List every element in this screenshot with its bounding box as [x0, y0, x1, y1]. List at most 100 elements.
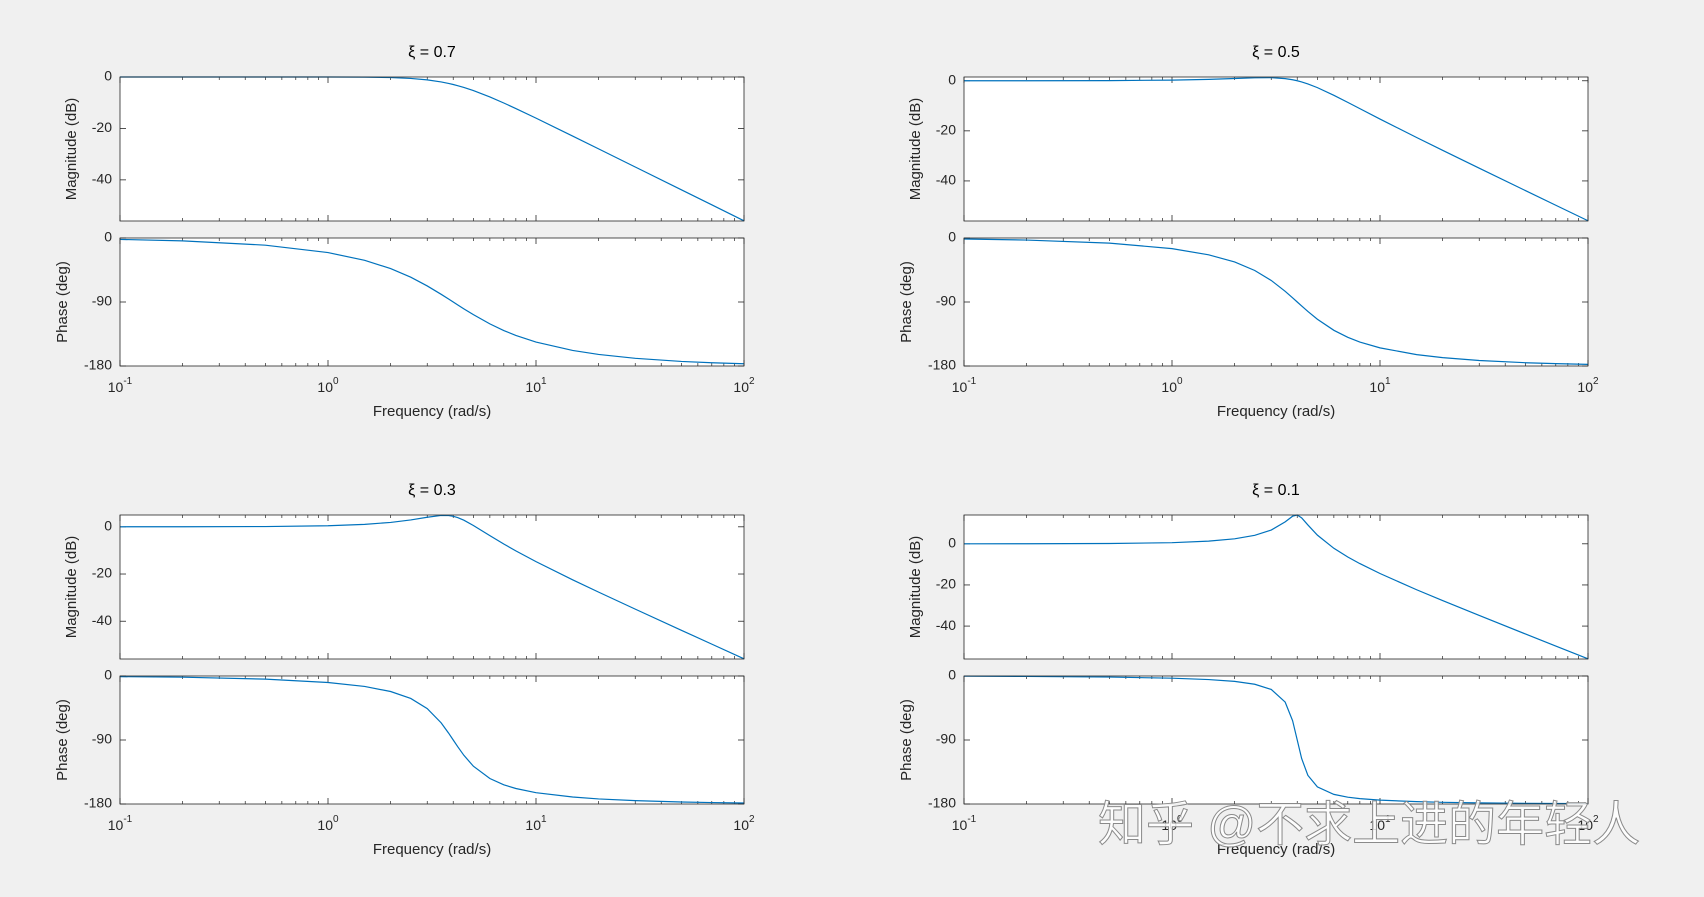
response-line: [963, 77, 1589, 222]
axes-background: [964, 676, 1588, 804]
y-tick-label: -90: [92, 293, 112, 309]
x-tick-label: 101: [1369, 376, 1391, 395]
x-tick-base: 10: [108, 379, 124, 395]
y-tick-label: -20: [92, 565, 112, 581]
x-axis-label: Frequency (rad/s): [373, 403, 491, 420]
chart-title: ξ = 0.5: [1252, 44, 1300, 61]
chart-title: ξ = 0.7: [408, 44, 456, 61]
y-tick-label: -90: [92, 731, 112, 747]
x-tick-exponent: 1: [541, 376, 547, 387]
y-tick-label: 0: [104, 68, 112, 84]
x-tick-label: 10-1: [952, 814, 977, 833]
y-tick-label: -20: [936, 576, 956, 592]
y-axis-label: Magnitude (dB): [907, 98, 924, 201]
x-tick-label: 102: [733, 376, 755, 395]
y-tick-label: -90: [936, 293, 956, 309]
y-tick-label: 0: [948, 229, 956, 245]
y-tick-label: -20: [936, 122, 956, 138]
y-tick-label: 0: [104, 229, 112, 245]
y-tick-label: -40: [936, 617, 956, 633]
watermark: 知乎 @不求上进的年轻人: [1098, 799, 1640, 852]
axes-box: [963, 675, 1589, 805]
y-tick-label: -40: [92, 171, 112, 187]
y-tick-label: -180: [84, 357, 112, 373]
chart-title: ξ = 0.1: [1252, 482, 1300, 499]
y-axis-label: Phase (deg): [898, 261, 915, 343]
x-tick-exponent: -1: [123, 376, 132, 387]
y-tick-label: -180: [928, 357, 956, 373]
y-tick-label: 0: [948, 535, 956, 551]
x-tick-label: 100: [317, 814, 339, 833]
x-tick-label: 100: [1161, 814, 1183, 833]
x-tick-exponent: 1: [1385, 814, 1391, 825]
x-tick-exponent: 1: [1385, 376, 1391, 387]
x-tick-base: 10: [317, 817, 333, 833]
x-tick-base: 10: [1161, 379, 1177, 395]
x-tick-base: 10: [317, 379, 333, 395]
x-tick-base: 10: [1577, 379, 1593, 395]
x-tick-label: 10-1: [108, 814, 133, 833]
x-tick-base: 10: [108, 817, 124, 833]
y-tick-label: -180: [928, 795, 956, 811]
y-tick-label: 0: [948, 71, 956, 87]
axes-box: [963, 237, 1589, 367]
x-tick-exponent: 0: [333, 376, 339, 387]
x-tick-exponent: 0: [1177, 376, 1183, 387]
x-tick-label: 101: [525, 814, 547, 833]
y-tick-label: -40: [936, 172, 956, 188]
x-tick-exponent: -1: [967, 814, 976, 825]
response-line: [963, 514, 1589, 660]
axes-background: [964, 515, 1588, 659]
axes-box: [119, 76, 745, 222]
y-axis-label: Magnitude (dB): [63, 98, 80, 201]
y-axis-label: Phase (deg): [54, 261, 71, 343]
x-tick-label: 101: [1369, 814, 1391, 833]
x-tick-exponent: 2: [1593, 376, 1599, 387]
x-axis-label: Frequency (rad/s): [1217, 403, 1335, 420]
x-tick-base: 10: [1577, 817, 1593, 833]
x-tick-base: 10: [733, 379, 749, 395]
x-tick-base: 10: [1161, 817, 1177, 833]
x-tick-exponent: 2: [1593, 814, 1599, 825]
x-tick-base: 10: [525, 379, 541, 395]
x-tick-label: 102: [733, 814, 755, 833]
axes-box: [119, 514, 745, 660]
axes-background: [964, 77, 1588, 221]
y-axis-label: Phase (deg): [898, 699, 915, 781]
x-tick-base: 10: [733, 817, 749, 833]
x-tick-label: 102: [1577, 814, 1599, 833]
response-line: [963, 238, 1589, 365]
axes-background: [120, 77, 744, 221]
x-tick-label: 10-1: [108, 376, 133, 395]
x-tick-base: 10: [952, 817, 968, 833]
response-line: [119, 676, 745, 804]
x-axis-label: Frequency (rad/s): [1217, 841, 1335, 858]
y-tick-label: 0: [948, 667, 956, 683]
x-tick-label: 102: [1577, 376, 1599, 395]
axes-background: [120, 238, 744, 366]
x-tick-base: 10: [1369, 379, 1385, 395]
x-tick-label: 10-1: [952, 376, 977, 395]
axes-box: [119, 237, 745, 367]
axes-background: [964, 238, 1588, 366]
x-tick-base: 10: [525, 817, 541, 833]
y-tick-label: 0: [104, 518, 112, 534]
x-tick-exponent: -1: [123, 814, 132, 825]
y-axis-label: Magnitude (dB): [63, 536, 80, 639]
axes-box: [119, 675, 745, 805]
x-tick-exponent: 0: [1177, 814, 1183, 825]
chart-title: ξ = 0.3: [408, 482, 456, 499]
x-tick-exponent: 2: [749, 814, 755, 825]
x-tick-base: 10: [1369, 817, 1385, 833]
response-line: [963, 675, 1589, 805]
y-tick-label: 0: [104, 667, 112, 683]
y-tick-label: -20: [92, 119, 112, 135]
x-tick-base: 10: [952, 379, 968, 395]
response-line: [119, 514, 745, 660]
x-axis-label: Frequency (rad/s): [373, 841, 491, 858]
x-tick-label: 100: [1161, 376, 1183, 395]
y-axis-label: Phase (deg): [54, 699, 71, 781]
x-tick-exponent: 1: [541, 814, 547, 825]
axes-background: [120, 676, 744, 804]
